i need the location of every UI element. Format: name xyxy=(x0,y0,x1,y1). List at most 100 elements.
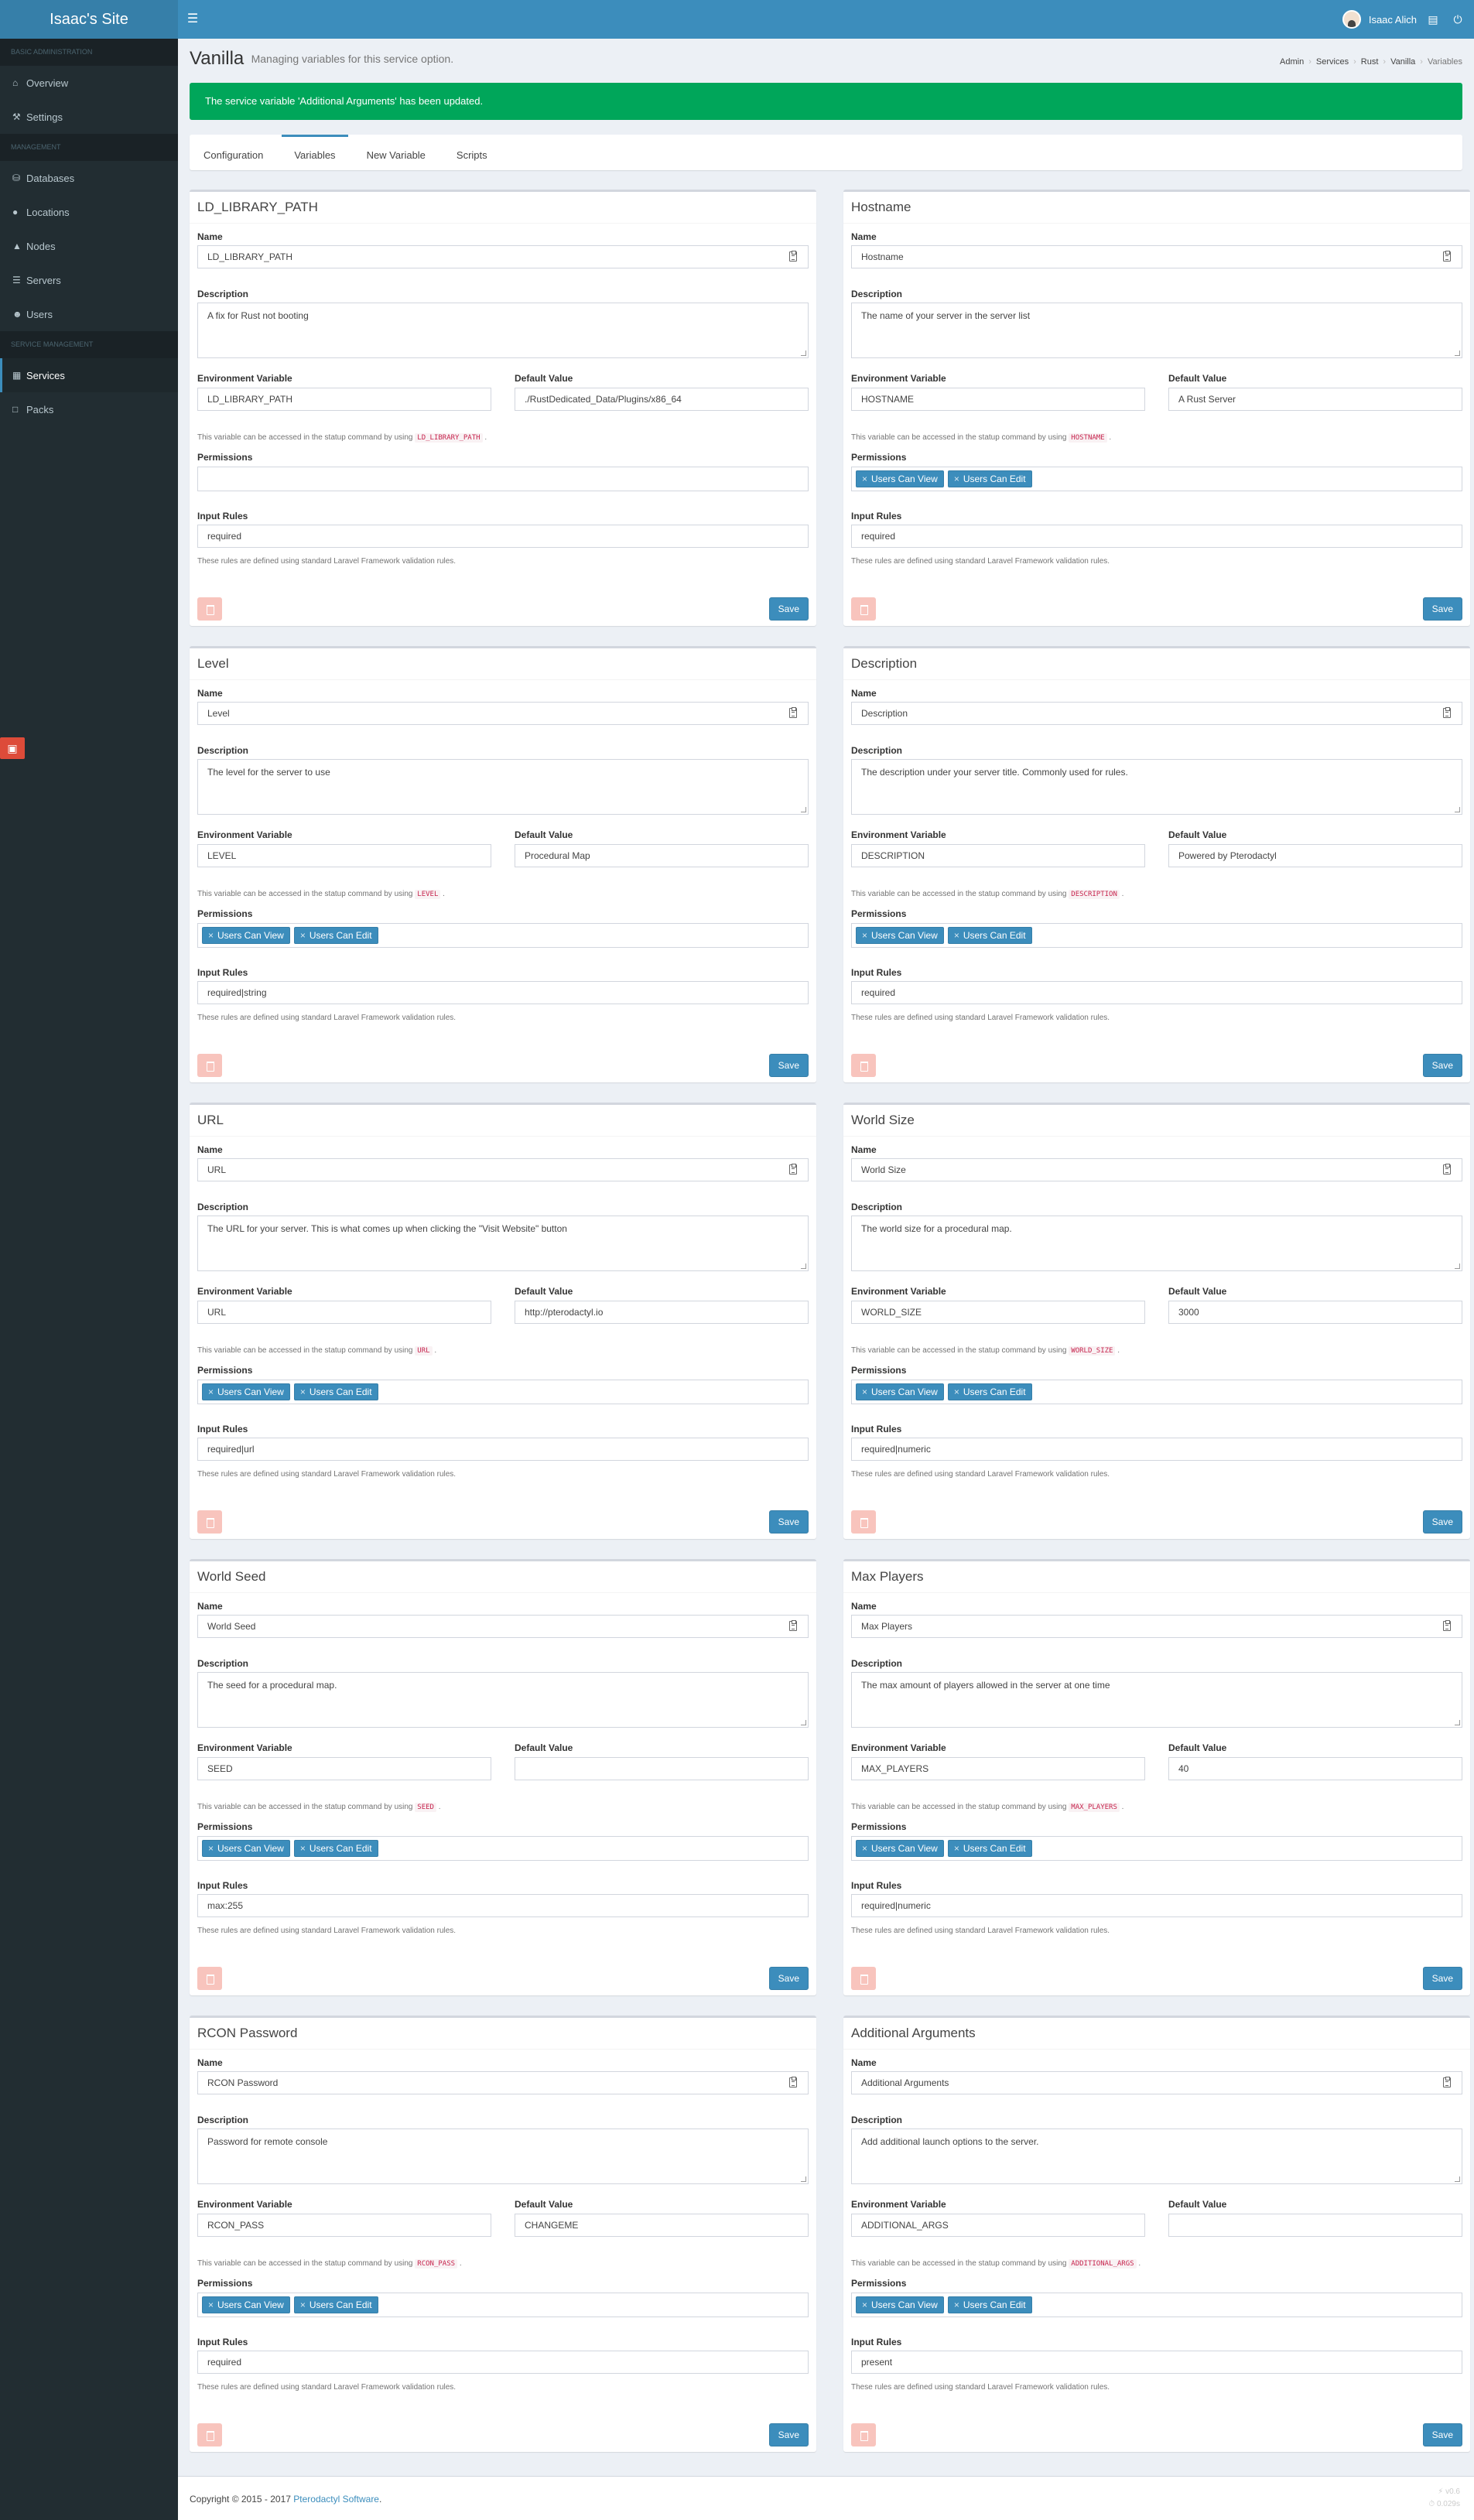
input-rules-input[interactable]: required xyxy=(197,525,809,548)
remove-tag-icon[interactable]: × xyxy=(862,930,868,941)
variable-description-input[interactable]: The seed for a procedural map. xyxy=(197,1672,809,1728)
delete-button[interactable] xyxy=(197,1967,222,1990)
env-variable-input[interactable]: RCON_PASS xyxy=(197,2214,491,2237)
remove-tag-icon[interactable]: × xyxy=(953,2299,959,2310)
delete-button[interactable] xyxy=(851,1510,876,1534)
permission-tag[interactable]: × Users Can View xyxy=(856,927,944,944)
permission-tag[interactable]: × Users Can Edit xyxy=(947,470,1032,487)
variable-description-input[interactable]: A fix for Rust not booting xyxy=(197,303,809,358)
variable-name-input[interactable]: World Seed xyxy=(197,1615,809,1638)
env-variable-input[interactable]: WORLD_SIZE xyxy=(851,1301,1145,1324)
permission-tag[interactable]: × Users Can Edit xyxy=(947,2296,1032,2313)
laravel-debug-icon[interactable]: ▣ xyxy=(0,737,25,759)
remove-tag-icon[interactable]: × xyxy=(208,1843,214,1854)
delete-button[interactable] xyxy=(851,2423,876,2446)
breadcrumb-link[interactable]: Admin xyxy=(1280,57,1305,67)
permissions-select[interactable]: × Users Can View × Users Can Edit xyxy=(851,923,1462,948)
variable-name-input[interactable]: World Size xyxy=(851,1158,1462,1181)
save-button[interactable]: Save xyxy=(1422,1967,1462,1990)
sidebar-item-packs[interactable]: □ Packs xyxy=(0,392,178,426)
sidebar-item-databases[interactable]: ⛁ Databases xyxy=(0,161,178,195)
save-button[interactable]: Save xyxy=(1422,1510,1462,1534)
remove-tag-icon[interactable]: × xyxy=(208,2299,214,2310)
input-rules-input[interactable]: required xyxy=(851,981,1462,1004)
env-variable-input[interactable]: SEED xyxy=(197,1757,491,1780)
delete-button[interactable] xyxy=(197,1054,222,1077)
sidebar-item-services[interactable]: ▦ Services xyxy=(0,358,178,392)
permission-tag[interactable]: × Users Can View xyxy=(202,2296,290,2313)
variable-description-input[interactable]: The name of your server in the server li… xyxy=(851,303,1462,358)
breadcrumb-link[interactable]: Services xyxy=(1315,57,1349,67)
remove-tag-icon[interactable]: × xyxy=(862,474,868,484)
save-button[interactable]: Save xyxy=(768,1967,809,1990)
variable-name-input[interactable]: Description xyxy=(851,702,1462,725)
env-variable-input[interactable]: MAX_PLAYERS xyxy=(851,1757,1145,1780)
delete-button[interactable] xyxy=(197,2423,222,2446)
remove-tag-icon[interactable]: × xyxy=(953,1387,959,1397)
permissions-select[interactable]: × Users Can View × Users Can Edit xyxy=(197,1836,809,1861)
input-rules-input[interactable]: required xyxy=(197,2351,809,2374)
sidebar-item-locations[interactable]: ● Locations xyxy=(0,195,178,229)
remove-tag-icon[interactable]: × xyxy=(862,1387,868,1397)
default-value-input[interactable] xyxy=(1168,2214,1462,2237)
default-value-input[interactable]: CHANGEME xyxy=(515,2214,809,2237)
save-button[interactable]: Save xyxy=(768,597,809,621)
tab-variables[interactable]: Variables xyxy=(282,135,348,170)
env-variable-input[interactable]: LD_LIBRARY_PATH xyxy=(197,388,491,411)
variable-name-input[interactable]: Max Players xyxy=(851,1615,1462,1638)
input-rules-input[interactable]: required xyxy=(851,525,1462,548)
sidebar-toggle-icon[interactable]: ☰ xyxy=(186,12,199,26)
save-button[interactable]: Save xyxy=(1422,1054,1462,1077)
remove-tag-icon[interactable]: × xyxy=(208,930,214,941)
tab-scripts[interactable]: Scripts xyxy=(456,149,487,161)
variable-description-input[interactable]: The URL for your server. This is what co… xyxy=(197,1216,809,1271)
env-variable-input[interactable]: LEVEL xyxy=(197,844,491,867)
save-button[interactable]: Save xyxy=(768,1054,809,1077)
variable-name-input[interactable]: Additional Arguments xyxy=(851,2071,1462,2094)
permission-tag[interactable]: × Users Can View xyxy=(202,927,290,944)
breadcrumb-link[interactable]: Rust xyxy=(1360,57,1379,67)
remove-tag-icon[interactable]: × xyxy=(299,1843,306,1854)
permission-tag[interactable]: × Users Can View xyxy=(202,1383,290,1400)
variable-description-input[interactable]: The max amount of players allowed in the… xyxy=(851,1672,1462,1728)
permission-tag[interactable]: × Users Can Edit xyxy=(947,1840,1032,1857)
permission-tag[interactable]: × Users Can Edit xyxy=(947,1383,1032,1400)
permission-tag[interactable]: × Users Can Edit xyxy=(293,2296,378,2313)
remove-tag-icon[interactable]: × xyxy=(953,1843,959,1854)
permission-tag[interactable]: × Users Can View xyxy=(202,1840,290,1857)
permissions-select[interactable]: × Users Can View × Users Can Edit xyxy=(851,1836,1462,1861)
footer-company-link[interactable]: Pterodactyl Software xyxy=(293,2494,379,2505)
permissions-select[interactable]: × Users Can View × Users Can Edit xyxy=(197,1380,809,1404)
tab-new-variable[interactable]: New Variable xyxy=(366,149,426,161)
permissions-select[interactable]: × Users Can View × Users Can Edit xyxy=(851,467,1462,491)
delete-button[interactable] xyxy=(851,1054,876,1077)
default-value-input[interactable] xyxy=(515,1757,809,1780)
variable-name-input[interactable]: Hostname xyxy=(851,245,1462,268)
env-variable-input[interactable]: URL xyxy=(197,1301,491,1324)
delete-button[interactable] xyxy=(197,1510,222,1534)
variable-name-input[interactable]: Level xyxy=(197,702,809,725)
input-rules-input[interactable]: required|numeric xyxy=(851,1894,1462,1917)
server-list-icon[interactable]: ▤ xyxy=(1428,13,1438,26)
env-variable-input[interactable]: ADDITIONAL_ARGS xyxy=(851,2214,1145,2237)
input-rules-input[interactable]: max:255 xyxy=(197,1894,809,1917)
save-button[interactable]: Save xyxy=(768,2423,809,2446)
permission-tag[interactable]: × Users Can Edit xyxy=(293,1840,378,1857)
env-variable-input[interactable]: HOSTNAME xyxy=(851,388,1145,411)
site-logo[interactable]: Isaac's Site xyxy=(0,0,178,39)
sidebar-item-overview[interactable]: ⌂ Overview xyxy=(0,66,178,100)
variable-description-input[interactable]: The world size for a procedural map. xyxy=(851,1216,1462,1271)
default-value-input[interactable]: Procedural Map xyxy=(515,844,809,867)
input-rules-input[interactable]: present xyxy=(851,2351,1462,2374)
user-menu[interactable]: Isaac Alich xyxy=(1342,9,1417,29)
delete-button[interactable] xyxy=(197,597,222,621)
variable-name-input[interactable]: RCON Password xyxy=(197,2071,809,2094)
remove-tag-icon[interactable]: × xyxy=(299,930,306,941)
permissions-select[interactable] xyxy=(197,467,809,491)
default-value-input[interactable]: ./RustDedicated_Data/Plugins/x86_64 xyxy=(515,388,809,411)
permission-tag[interactable]: × Users Can View xyxy=(856,2296,944,2313)
variable-description-input[interactable]: Add additional launch options to the ser… xyxy=(851,2128,1462,2184)
default-value-input[interactable]: http://pterodactyl.io xyxy=(515,1301,809,1324)
default-value-input[interactable]: Powered by Pterodactyl xyxy=(1168,844,1462,867)
sidebar-item-servers[interactable]: ☰ Servers xyxy=(0,263,178,297)
